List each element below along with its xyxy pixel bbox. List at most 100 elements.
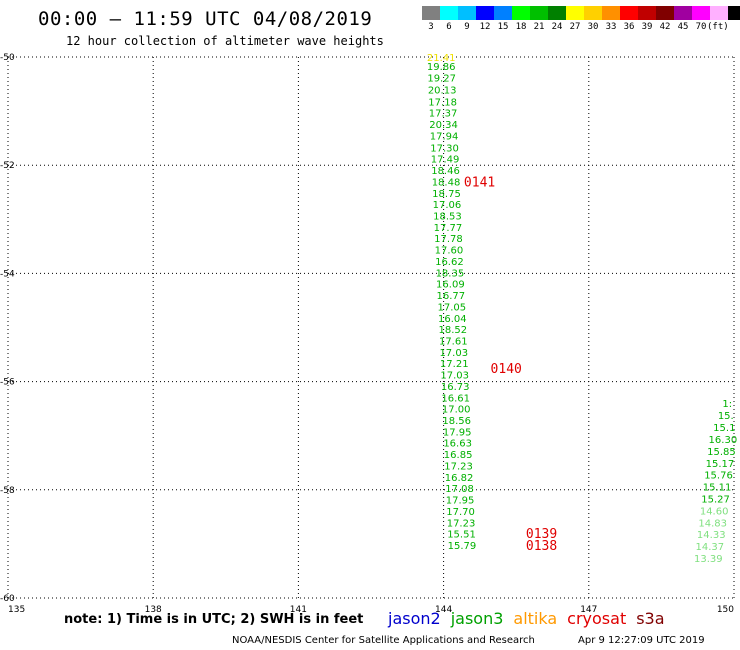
data-point-label: 17.08 [445,484,474,495]
color-scale-label: 3 [428,22,434,32]
legend-entry: altika [513,609,558,628]
color-swatch [548,6,566,20]
data-point-label: 16.73 [441,382,470,393]
data-point-label: 17.95 [443,427,472,438]
legend-entry: cryosat [567,609,627,628]
y-tick-label: -50 [0,53,15,63]
legend-entry: s3a [636,609,665,628]
data-point-label: 20.34 [429,120,458,131]
data-point-label: 19.86 [427,62,456,73]
pass-time-label: 0141 [464,175,495,190]
data-point-label: 1: [722,399,732,410]
color-scale-label: 12 [479,22,491,32]
y-tick-label: -56 [0,378,15,388]
data-point-label: 18.46 [431,166,460,177]
data-point-label: 18.56 [442,416,471,427]
legend-entry: jason2 [388,609,441,628]
x-tick-label: 150 [717,605,734,615]
data-point-label: 17.23 [447,518,476,529]
x-tick-label: 144 [435,605,452,615]
x-tick-label: 141 [290,605,307,615]
chart-title: 00:00 – 11:59 UTC 04/08/2019 [38,8,373,30]
color-swatch [584,6,602,20]
data-point-label: 13.39 [694,554,723,565]
data-point-label: 15.51 [447,530,476,541]
y-tick-label: -54 [0,269,15,279]
data-point-label: 17.77 [434,223,463,234]
credit-line: NOAA/NESDIS Center for Satellite Applica… [232,635,535,646]
color-scale-label: 42 [659,22,671,32]
color-scale-label: 70 [695,22,707,32]
color-scale-label: 36 [623,22,635,32]
data-point-label: 17.37 [429,109,458,120]
color-scale-label: 15 [497,22,509,32]
data-point-label: 16.04 [438,314,467,325]
data-point-label: 15.79 [448,541,477,552]
color-swatch [476,6,494,20]
color-scale-label: 33 [605,22,617,32]
pass-time-label: 0140 [491,362,522,377]
data-point-label: 14.33 [697,530,726,541]
pass-time-label: 0138 [526,539,557,554]
color-swatch [638,6,656,20]
data-point-label: 17.94 [430,131,459,142]
data-point-label: 15.1 [713,423,735,434]
data-point-label: 18.53 [433,212,462,223]
chart-subtitle: 12 hour collection of altimeter wave hei… [66,34,384,48]
color-scale-bar [422,6,740,20]
data-point-label: 17.03 [440,371,469,382]
data-point-label: 17.78 [434,234,463,245]
legend-entry: jason3 [450,609,504,628]
y-tick-label: -60 [0,594,15,604]
data-point-label: 15.27 [701,494,730,505]
color-swatch [692,6,710,20]
generated-timestamp: Apr 9 12:27:09 UTC 2019 [578,635,705,646]
data-point-label: 17.49 [431,155,460,166]
data-point-label: 17.95 [446,496,475,507]
color-scale-label: 45 [677,22,689,32]
data-point-label: 19.27 [427,74,456,85]
color-swatch [710,6,728,20]
data-point-label: 17.00 [442,405,471,416]
color-swatch [674,6,692,20]
data-point-label: 17.18 [428,97,457,108]
data-point-label: 18.52 [438,325,467,336]
data-point-label: 17.06 [433,200,462,211]
data-point-label: 18.35 [436,268,465,279]
data-point-label: 17.30 [430,143,459,154]
data-point-label: 17.70 [446,507,475,518]
data-point-label: 16.63 [443,439,472,450]
color-swatch [458,6,476,20]
color-scale-units: (ft) [707,22,729,32]
data-point-label: 14.83 [698,518,727,529]
x-tick-label: 147 [580,605,597,615]
data-point-label: 15.17 [706,459,735,470]
data-point-label: 16.85 [444,450,473,461]
color-scale-label: 21 [533,22,545,32]
data-point-label: 14.60 [700,506,729,517]
color-scale-label: 39 [641,22,653,32]
color-scale-label: 6 [446,22,452,32]
color-scale-label: 30 [587,22,599,32]
data-point-label: 16.30 [709,435,738,446]
color-swatch [422,6,440,20]
data-point-label: 17.21 [440,359,469,370]
x-tick-label: 138 [145,605,162,615]
pass-time-label: 0139 [526,527,557,542]
data-point-label: 15. [718,411,734,422]
data-point-label: 15.11 [703,483,732,494]
data-point-label: 16.82 [445,473,474,484]
data-point-label: 17.23 [444,461,473,472]
y-tick-label: -58 [0,486,15,496]
data-point-label: 16.09 [436,280,465,291]
x-tick-label: 135 [8,605,25,615]
data-point-label: 14.37 [695,542,724,553]
data-point-label: 17.61 [439,336,468,347]
color-swatch [440,6,458,20]
data-point-label: 17.60 [435,246,464,257]
data-point-label: 21.41 [427,53,456,64]
data-point-label: 16.77 [437,291,466,302]
satellite-legend: jason2 jason3 altika cryosat s3a [388,609,675,628]
color-scale-label: 27 [569,22,581,32]
data-point-label: 18.75 [432,189,461,200]
